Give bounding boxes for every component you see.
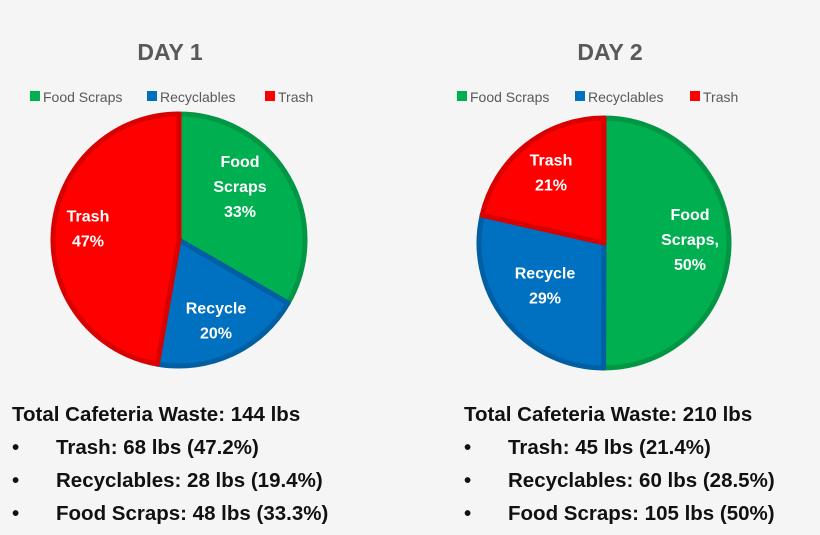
- legend-swatch: [457, 91, 467, 101]
- legend-swatch: [30, 91, 40, 101]
- day2-total: Total Cafeteria Waste: 210 lbs: [464, 403, 753, 426]
- day1-total: Total Cafeteria Waste: 144 lbs: [12, 403, 301, 426]
- bullet: •: [12, 436, 20, 459]
- slice-label-line: 29%: [529, 291, 561, 308]
- legend-label: Food Scraps: [43, 89, 122, 105]
- day2-recyclables: Recyclables: 60 lbs (28.5%): [508, 469, 775, 492]
- day2-summary: Total Cafeteria Waste: 210 lbs • Trash: 4…: [464, 398, 775, 530]
- legend-swatch: [265, 91, 275, 101]
- slice-label-line: Food: [670, 207, 709, 224]
- pie-slice-food-scraps: [601, 115, 732, 371]
- chart-title: DAY 1: [137, 39, 202, 65]
- pie-charts: DAY 1 Food Scraps Recyclables Trash Food Scra…: [30, 39, 738, 371]
- slice-label-line: Recycle: [515, 266, 576, 283]
- day2-food-scraps: Food Scraps: 105 lbs (50%): [508, 502, 775, 525]
- slice-label-line: Trash: [530, 153, 573, 170]
- slice-label-line: 21%: [535, 178, 567, 195]
- bullet: •: [464, 502, 472, 525]
- bullet: •: [12, 502, 20, 525]
- pie-chart-day-1: DAY 1 Food Scraps Recyclables Trash Food Scra…: [30, 39, 313, 369]
- pie-slice-recyclables: [154, 237, 291, 369]
- slice-label-line: 33%: [224, 204, 256, 221]
- slice-label: Food Scraps 33%: [213, 154, 266, 221]
- slice-label: Trash 21%: [530, 153, 573, 195]
- bullet: •: [464, 469, 472, 492]
- day1-recyclables: Recyclables: 28 lbs (19.4%): [56, 469, 323, 492]
- legend-swatch: [575, 91, 585, 101]
- legend-swatch: [147, 91, 157, 101]
- slice-label-line: Trash: [67, 209, 110, 226]
- bullet: •: [12, 469, 20, 492]
- slice-label-line: 47%: [72, 234, 104, 251]
- slice-label-line: Recycle: [186, 301, 247, 318]
- day1-trash: Trash: 68 lbs (47.2%): [56, 436, 259, 459]
- legend-label: Recyclables: [160, 89, 235, 105]
- bullet: •: [464, 436, 472, 459]
- pie-slice-recyclables: [476, 212, 607, 371]
- day2-trash: Trash: 45 lbs (21.4%): [508, 436, 711, 459]
- slice-label-line: 50%: [674, 257, 706, 274]
- pie-slice-trash: [50, 111, 182, 367]
- day1-food-scraps: Food Scraps: 48 lbs (33.3%): [56, 502, 329, 525]
- slice-label-line: Scraps: [213, 179, 266, 196]
- pie-chart-day-2: DAY 2 Food Scraps Recyclables Trash Food Scra…: [457, 39, 738, 371]
- slice-label-line: Scraps,: [661, 232, 719, 249]
- slice-label-line: 20%: [200, 326, 232, 343]
- slice-label: Recycle 20%: [186, 301, 247, 343]
- slice-label: Recycle 29%: [515, 266, 576, 308]
- legend-label: Recyclables: [588, 89, 663, 105]
- legend-swatch: [690, 91, 700, 101]
- chart-title: DAY 2: [577, 39, 642, 65]
- slice-label-line: Food: [220, 154, 259, 171]
- legend-label: Food Scraps: [470, 89, 549, 105]
- slice-label: Food Scraps, 50%: [661, 207, 719, 274]
- slice-label: Trash 47%: [67, 209, 110, 251]
- day1-summary: Total Cafeteria Waste: 144 lbs • Trash: 6…: [12, 398, 328, 530]
- pie-slice-trash: [479, 115, 607, 246]
- legend-label: Trash: [703, 89, 738, 105]
- legend-label: Trash: [278, 89, 313, 105]
